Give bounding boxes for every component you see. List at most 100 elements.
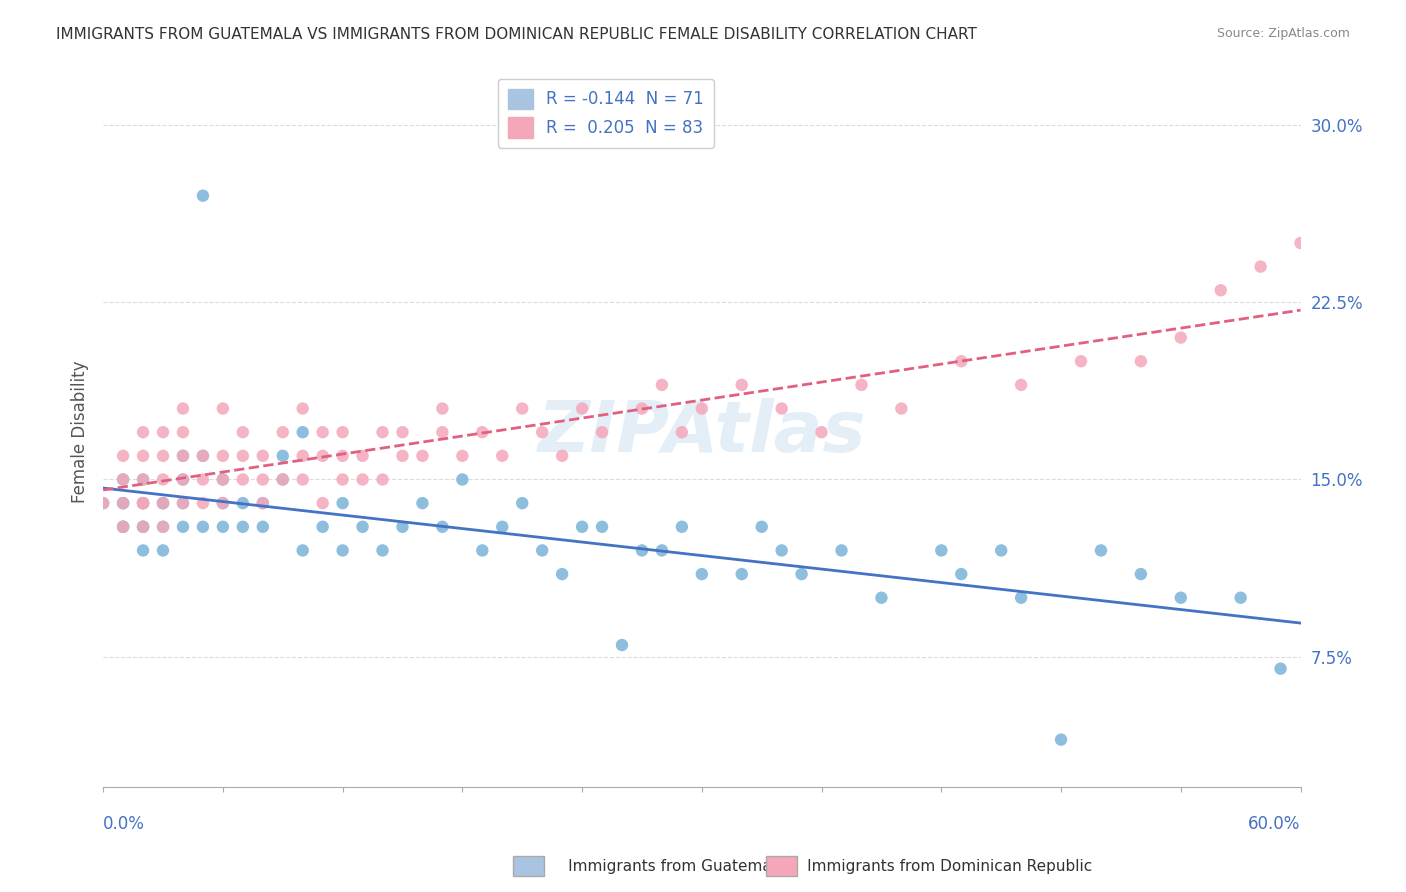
Point xyxy=(651,543,673,558)
Point xyxy=(1270,662,1292,676)
Point xyxy=(172,473,194,487)
Point xyxy=(191,188,214,202)
Point xyxy=(690,401,713,416)
Point xyxy=(271,425,294,440)
Point xyxy=(831,543,853,558)
Point xyxy=(352,520,374,534)
Point xyxy=(132,520,155,534)
Text: Immigrants from Dominican Republic: Immigrants from Dominican Republic xyxy=(773,859,1092,874)
Point xyxy=(132,496,155,510)
Point xyxy=(411,449,433,463)
Point xyxy=(671,520,693,534)
Point xyxy=(332,543,354,558)
Legend: R = -0.144  N = 71, R =  0.205  N = 83: R = -0.144 N = 71, R = 0.205 N = 83 xyxy=(498,78,714,148)
Point xyxy=(252,496,274,510)
Point xyxy=(232,496,254,510)
Point xyxy=(232,473,254,487)
Point xyxy=(212,401,235,416)
Y-axis label: Female Disability: Female Disability xyxy=(72,361,89,503)
Point xyxy=(1170,330,1192,344)
Point xyxy=(1389,330,1406,344)
Point xyxy=(291,401,314,416)
Point xyxy=(112,496,135,510)
Point xyxy=(212,496,235,510)
Point xyxy=(651,377,673,392)
Point xyxy=(132,520,155,534)
Point xyxy=(252,473,274,487)
Point xyxy=(191,449,214,463)
Text: 0.0%: 0.0% xyxy=(103,815,145,833)
Point xyxy=(172,449,194,463)
Point xyxy=(1289,235,1312,250)
Point xyxy=(1170,591,1192,605)
Point xyxy=(610,638,633,652)
Point xyxy=(332,473,354,487)
Point xyxy=(371,425,394,440)
Point xyxy=(770,543,793,558)
Point xyxy=(252,449,274,463)
Point xyxy=(191,496,214,510)
Point xyxy=(471,543,494,558)
Point xyxy=(731,567,754,582)
Point xyxy=(212,496,235,510)
Point xyxy=(571,401,593,416)
Point xyxy=(191,473,214,487)
Point xyxy=(810,425,832,440)
Point xyxy=(631,401,654,416)
Point xyxy=(551,567,574,582)
Point xyxy=(152,520,174,534)
Point xyxy=(391,520,413,534)
Point xyxy=(172,496,194,510)
Point xyxy=(510,496,533,510)
Point xyxy=(291,425,314,440)
Point xyxy=(391,425,413,440)
Point xyxy=(950,567,973,582)
Point xyxy=(132,425,155,440)
Point xyxy=(132,473,155,487)
Point xyxy=(271,473,294,487)
Point xyxy=(671,425,693,440)
Point xyxy=(929,543,952,558)
Point xyxy=(751,520,773,534)
Point xyxy=(451,473,474,487)
Point xyxy=(890,401,912,416)
Point xyxy=(451,449,474,463)
Point xyxy=(311,425,333,440)
Point xyxy=(252,520,274,534)
Point xyxy=(1010,591,1032,605)
Point xyxy=(851,377,873,392)
Point xyxy=(152,496,174,510)
Point xyxy=(1129,567,1152,582)
Point xyxy=(172,425,194,440)
Point xyxy=(212,473,235,487)
Point xyxy=(531,425,554,440)
Point xyxy=(132,496,155,510)
Point xyxy=(990,543,1012,558)
Point xyxy=(112,473,135,487)
Point xyxy=(152,425,174,440)
Point xyxy=(112,520,135,534)
Point xyxy=(112,496,135,510)
Point xyxy=(152,496,174,510)
Point xyxy=(1129,354,1152,368)
Point xyxy=(152,473,174,487)
Point xyxy=(411,496,433,510)
Text: ZIPAtlas: ZIPAtlas xyxy=(537,398,866,467)
Point xyxy=(291,543,314,558)
Point xyxy=(112,473,135,487)
Point xyxy=(591,425,613,440)
Point xyxy=(770,401,793,416)
Point xyxy=(870,591,893,605)
Point xyxy=(152,496,174,510)
Point xyxy=(152,449,174,463)
Point xyxy=(690,567,713,582)
Point xyxy=(232,449,254,463)
Point xyxy=(132,520,155,534)
Point xyxy=(432,425,454,440)
Point xyxy=(91,496,114,510)
Point xyxy=(172,520,194,534)
Point xyxy=(1070,354,1092,368)
Point xyxy=(132,496,155,510)
Point xyxy=(232,520,254,534)
Point xyxy=(471,425,494,440)
